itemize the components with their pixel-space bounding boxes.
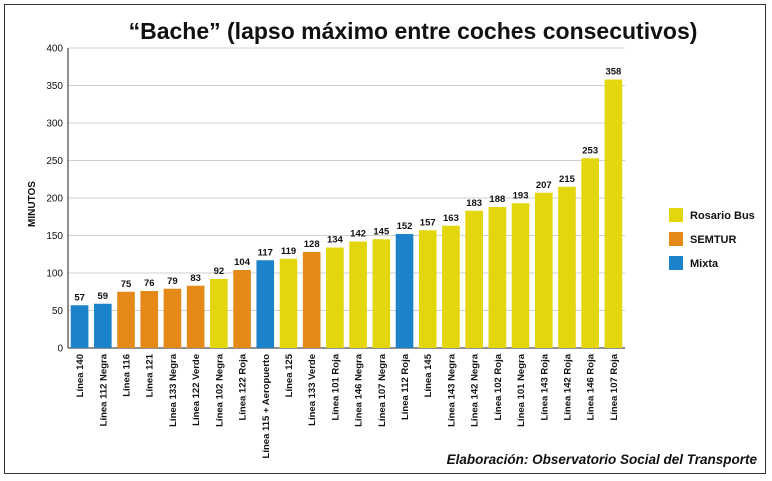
bar — [256, 260, 275, 348]
data-label: 163 — [443, 213, 459, 224]
y-tick-label: 350 — [46, 81, 63, 92]
x-category-label: Línea 125 — [284, 353, 295, 397]
legend-swatch — [669, 208, 683, 222]
x-category-label: Línea 133 Negra — [168, 353, 179, 427]
data-label: 59 — [98, 291, 109, 302]
x-category-label: Línea 107 Negra — [377, 353, 388, 427]
bar — [233, 270, 251, 348]
data-label: 57 — [74, 292, 85, 303]
bar — [372, 239, 391, 348]
y-tick-label: 100 — [46, 269, 63, 280]
data-label: 157 — [420, 217, 436, 228]
x-category-label: Línea 115 + Aeropuerto — [261, 354, 272, 459]
gridlines — [67, 47, 625, 349]
x-category-label: Línea 140 — [75, 354, 86, 397]
data-label: 188 — [489, 194, 505, 205]
data-label: 193 — [513, 190, 529, 201]
bar — [418, 230, 437, 348]
data-label: 152 — [397, 221, 413, 232]
legend-label: Rosario Bus — [690, 210, 755, 222]
x-category-label: Línea 143 Negra — [446, 353, 457, 427]
data-label: 104 — [234, 257, 251, 268]
legend: Rosario Bus SEMTUR Mixta — [669, 208, 755, 270]
x-category-label: Línea 112 Negra — [98, 353, 109, 426]
x-category-label: Línea 145 — [423, 353, 434, 397]
x-category-label: Línea 146 Roja — [586, 353, 597, 420]
bar — [604, 79, 623, 348]
data-label: 79 — [167, 276, 178, 287]
bar — [395, 234, 414, 348]
legend-swatch — [669, 256, 683, 270]
bar — [558, 186, 576, 348]
x-category-label: Línea 133 Verde — [307, 354, 318, 426]
credit-note: Elaboración: Observatorio Social del Tra… — [447, 452, 758, 467]
bar-chart: “Bache” (lapso máximo entre coches conse… — [27, 18, 758, 467]
data-label: 134 — [327, 235, 344, 246]
x-category-label: Línea 101 Roja — [330, 353, 341, 420]
x-category-label: Línea 143 Roja — [539, 353, 550, 420]
data-label: 75 — [121, 279, 132, 290]
x-category-label: Línea 121 — [145, 353, 156, 397]
x-category-label: Línea 142 Negra — [470, 353, 481, 427]
data-label: 358 — [605, 67, 621, 78]
x-category-label: Línea 142 Roja — [562, 353, 573, 420]
legend-label: SEMTUR — [690, 234, 737, 246]
bar — [140, 291, 159, 348]
bar — [442, 225, 460, 348]
data-label: 142 — [350, 229, 366, 240]
bar — [70, 305, 89, 348]
bar — [186, 285, 205, 348]
bar — [302, 252, 321, 348]
data-label: 128 — [304, 239, 320, 250]
data-label: 83 — [190, 273, 201, 284]
data-label: 215 — [559, 174, 576, 185]
bar — [93, 303, 112, 348]
x-category-label: Línea 112 Roja — [400, 353, 411, 420]
bar — [163, 288, 182, 348]
chart-title: “Bache” (lapso máximo entre coches conse… — [129, 18, 698, 44]
x-category-label: Línea 102 Negra — [214, 353, 225, 427]
x-category-label: Línea 146 Negra — [354, 353, 365, 427]
y-tick-label: 50 — [52, 306, 64, 317]
bar — [349, 241, 367, 348]
chart-frame: “Bache” (lapso máximo entre coches conse… — [4, 4, 766, 474]
y-axis-label: MINUTOS — [27, 181, 38, 227]
y-tick-labels: 0 50 100 150 200 250 300 350 400 — [46, 44, 63, 355]
data-label: 76 — [144, 278, 155, 289]
y-tick-label: 200 — [46, 194, 63, 205]
y-tick-label: 250 — [46, 156, 63, 167]
bar — [465, 210, 483, 348]
bars — [70, 79, 623, 348]
data-label: 207 — [536, 180, 552, 191]
x-category-label: Línea 107 Roja — [609, 353, 620, 420]
data-label: 92 — [214, 266, 225, 277]
y-tick-label: 0 — [57, 344, 63, 355]
bar — [210, 279, 228, 348]
bar — [581, 158, 600, 348]
legend-swatch — [669, 232, 683, 246]
data-label: 145 — [373, 226, 390, 237]
bar — [117, 291, 135, 348]
y-tick-label: 300 — [46, 119, 63, 130]
x-category-label: Línea 116 — [122, 354, 133, 397]
data-label: 117 — [258, 247, 273, 258]
bar — [534, 192, 553, 348]
data-label: 119 — [281, 246, 296, 257]
y-tick-label: 150 — [46, 231, 63, 242]
bar — [326, 247, 344, 348]
x-category-label: Línea 122 Verde — [191, 354, 202, 426]
x-category-labels: Línea 140 Línea 112 Negra Línea 116 Línea 1… — [75, 353, 620, 458]
x-category-label: Línea 102 Roja — [493, 353, 504, 420]
data-label: 253 — [582, 145, 598, 156]
x-category-label: Línea 122 Roja — [238, 353, 249, 420]
legend-label: Mixta — [690, 258, 719, 270]
y-tick-label: 400 — [46, 44, 63, 55]
x-category-label: Línea 101 Negra — [516, 353, 527, 427]
bar — [279, 258, 298, 348]
data-labels: 57 59 75 76 79 83 92 104 117 119 128 134 142 145 152 15… — [74, 67, 621, 304]
bar — [488, 207, 507, 348]
data-label: 183 — [466, 198, 482, 209]
bar — [511, 203, 530, 348]
